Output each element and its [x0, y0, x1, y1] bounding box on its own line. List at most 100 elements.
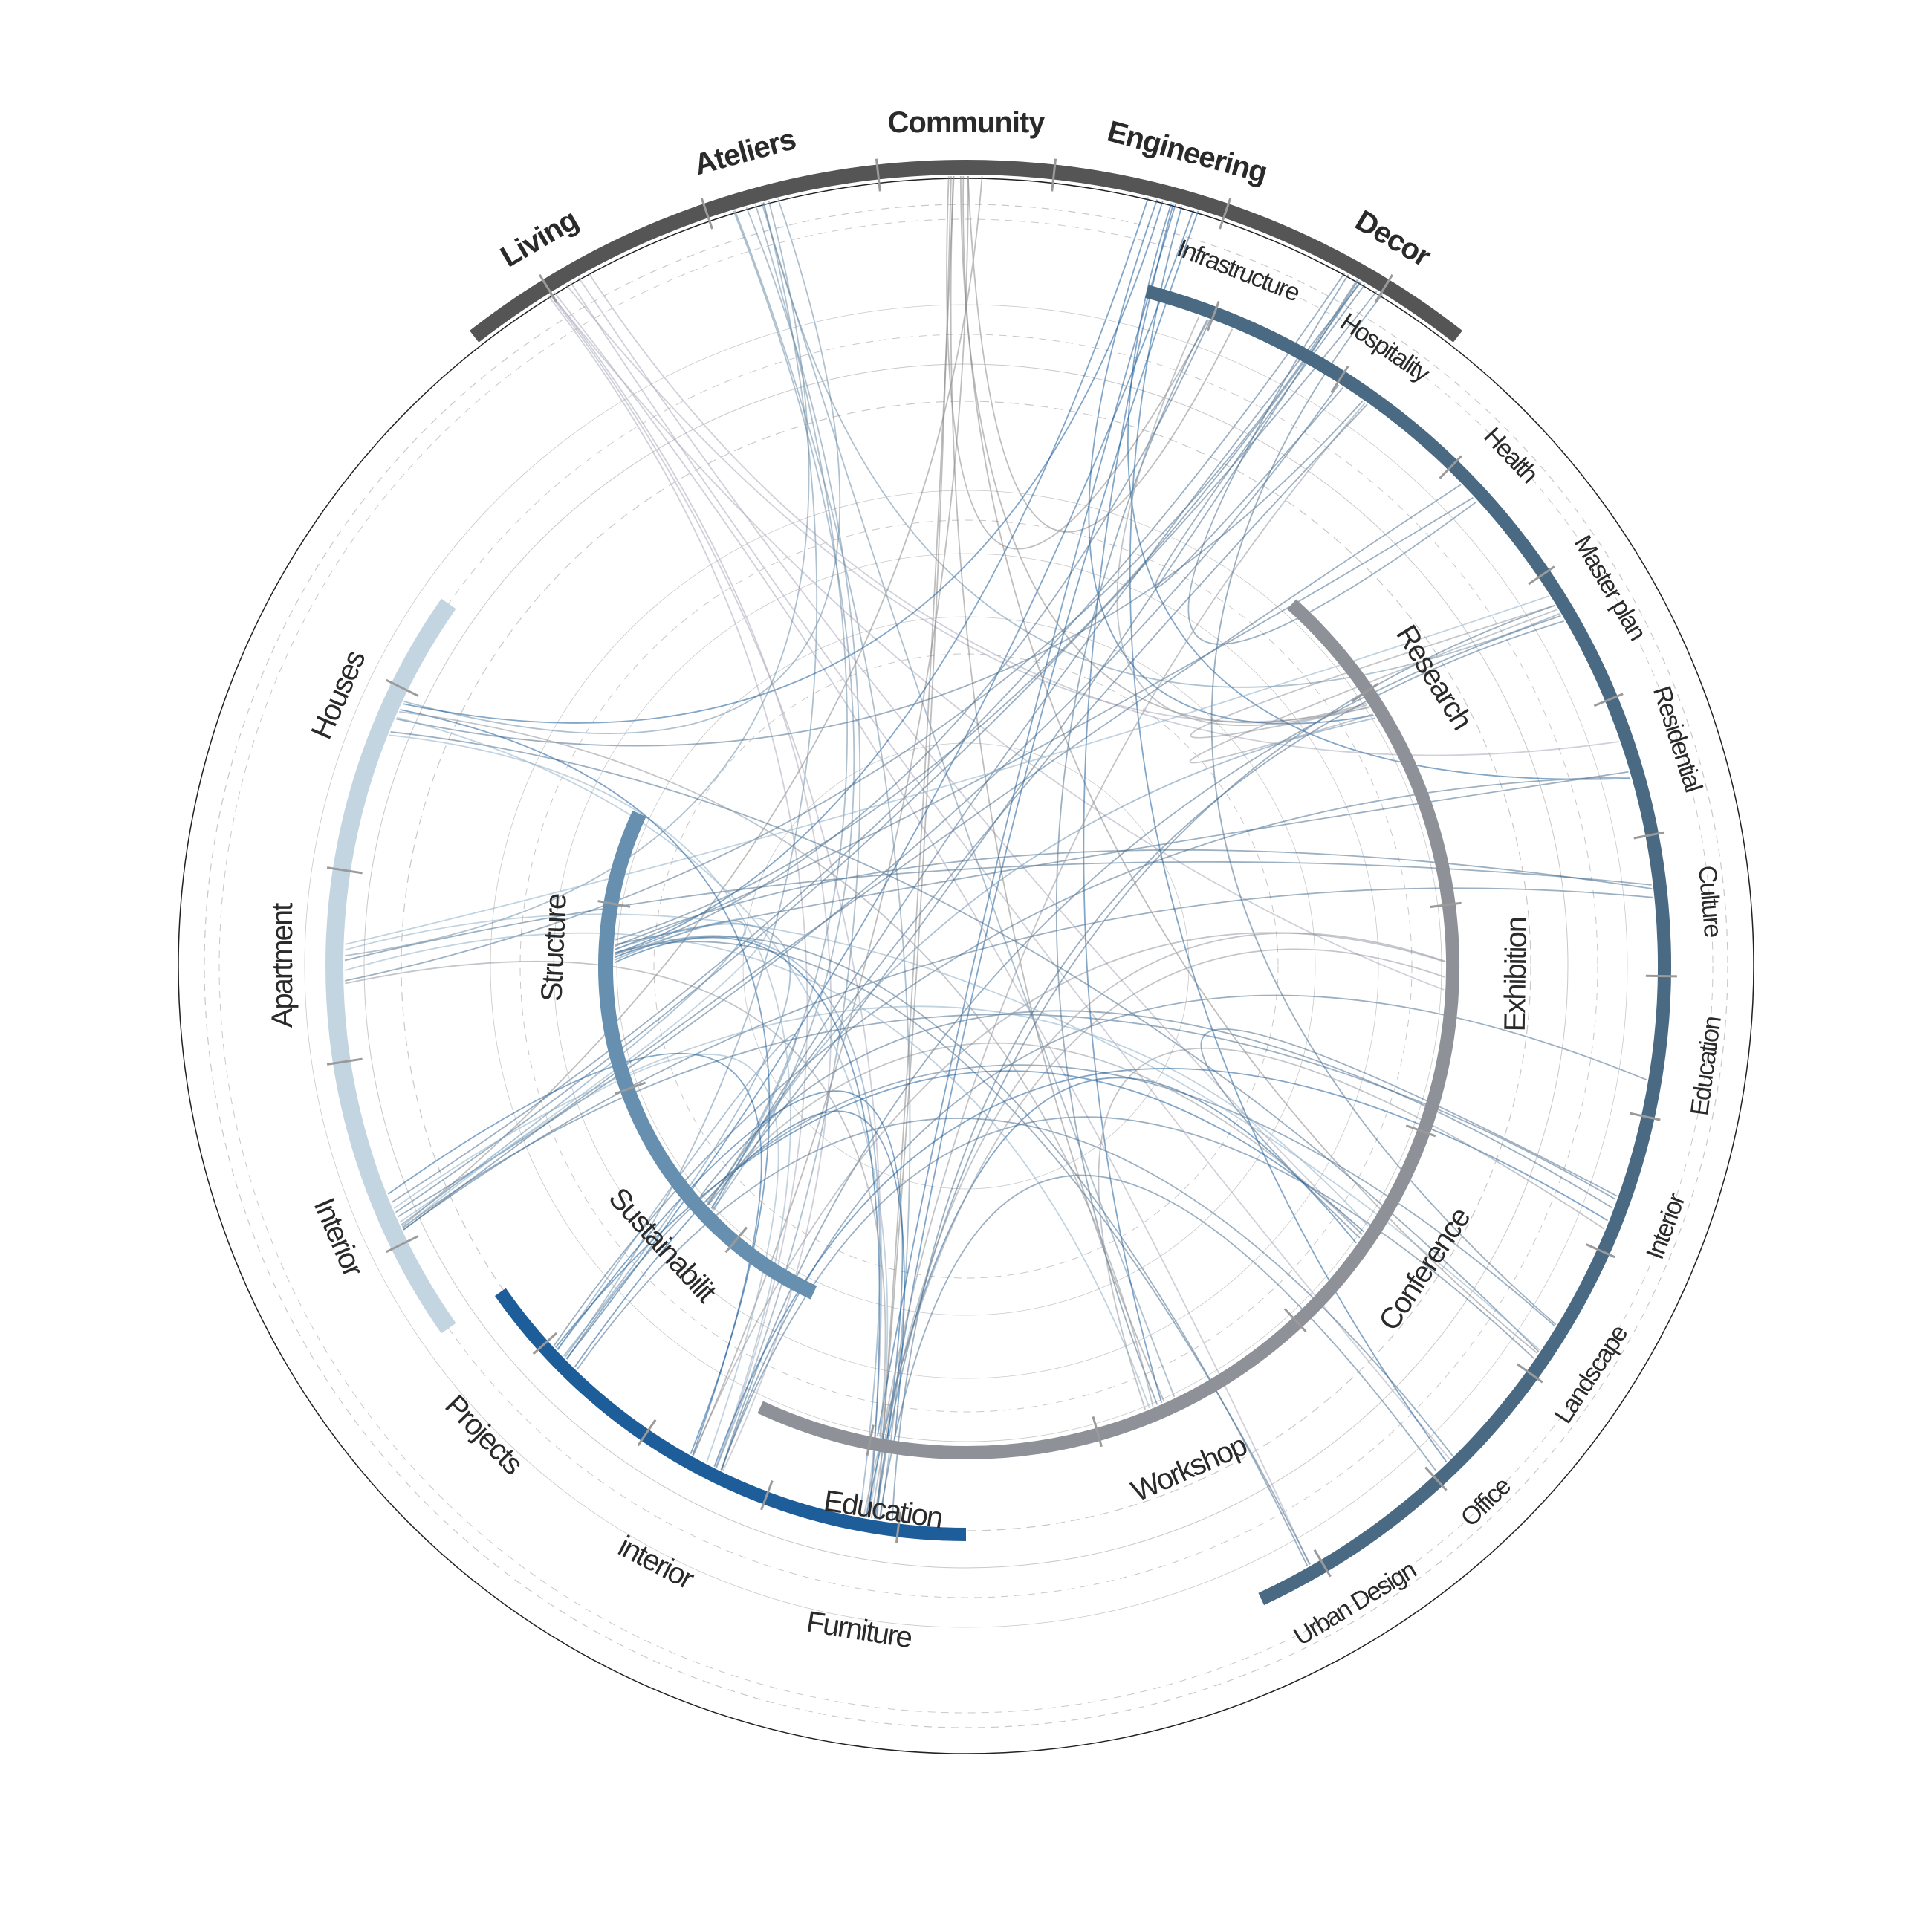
tick-left	[326, 866, 363, 875]
chord-link	[403, 198, 841, 734]
chord-link	[401, 176, 983, 1228]
chord-link	[693, 176, 969, 1456]
chord-link	[614, 936, 1309, 1566]
chord-link	[1200, 1028, 1618, 1239]
chord-link	[707, 403, 1368, 1205]
chord-link	[344, 932, 1150, 1409]
arc-bottom	[494, 1288, 967, 1541]
chord-link	[555, 1070, 1365, 1348]
chord-link	[402, 1014, 1616, 1229]
chord-link	[614, 320, 1211, 956]
label-right-6: Education	[1685, 1015, 1727, 1117]
tick-inner-right	[1092, 1416, 1103, 1448]
label-left-2: Houses	[305, 646, 372, 744]
chord-link	[716, 207, 861, 1468]
tick-top	[538, 273, 558, 303]
segment-ticks	[326, 158, 1677, 1578]
guide-circle	[490, 490, 1442, 1442]
chord-link	[549, 294, 883, 1518]
tick-left	[386, 1235, 419, 1254]
chord-link	[400, 709, 771, 1454]
chord-link	[704, 1042, 1363, 1235]
chord-link	[1155, 284, 1366, 589]
chord-link	[710, 282, 1362, 1209]
tick-bottom	[637, 1419, 657, 1447]
chord-link	[946, 176, 1210, 550]
chord-link	[577, 277, 1363, 1235]
arc-right	[1144, 285, 1671, 1606]
label-right-5: Culture	[1693, 864, 1727, 939]
tick-right	[1207, 301, 1220, 331]
tick-right	[1586, 1243, 1615, 1259]
tick-inner-left	[724, 1226, 748, 1254]
guide-circle	[363, 363, 1569, 1569]
label-bottom-2: Projects	[438, 1389, 529, 1481]
guide-circle	[204, 204, 1728, 1728]
chord-link	[762, 202, 1560, 688]
chord-link	[553, 291, 1310, 1566]
tick-right	[1424, 1466, 1448, 1491]
tick-inner-right	[1351, 682, 1379, 703]
guide-circle	[553, 553, 1379, 1379]
tick-right	[1593, 693, 1624, 707]
chord-link	[1127, 203, 1631, 780]
guide-circle	[653, 653, 1279, 1279]
guide-circle	[742, 742, 1190, 1190]
chord-link	[967, 175, 1234, 533]
guide-circle	[218, 218, 1714, 1714]
chord-link	[402, 201, 1164, 724]
chord-link	[345, 913, 1540, 1351]
chord-link	[557, 1090, 904, 1439]
label-left-1: Apartment	[266, 903, 299, 1028]
chord-link	[550, 293, 832, 1471]
tick-inner-right	[1283, 1308, 1307, 1333]
chord-link	[950, 176, 1165, 1402]
label-inner-right-3: Workshop	[1127, 1429, 1251, 1508]
chord-link	[711, 717, 1375, 1210]
tick-right	[1313, 1549, 1332, 1578]
tick-inner-right	[1405, 1124, 1436, 1138]
chord-link	[390, 731, 1540, 1352]
tick-bottom	[760, 1480, 774, 1511]
chord-link	[557, 1034, 797, 1350]
chord-link	[876, 204, 1176, 1437]
tick-right	[1633, 831, 1665, 840]
tick-right	[1629, 1112, 1661, 1121]
tick-right	[1330, 366, 1349, 394]
chord-link	[734, 210, 911, 1520]
chord-link	[615, 849, 1653, 947]
chord-link	[574, 1110, 905, 1439]
arc-inner-right	[757, 599, 1459, 1459]
tick-top	[875, 158, 881, 192]
label-bottom-1: interior	[613, 1530, 699, 1596]
chord-link	[720, 1116, 1534, 1471]
chord-link	[863, 948, 1445, 1517]
tick-left	[386, 678, 419, 697]
chord-link	[565, 209, 1195, 1360]
chord-link	[387, 1052, 762, 1456]
chord-link	[1129, 206, 1448, 1462]
tick-left	[326, 1057, 363, 1066]
chord-link	[891, 620, 1564, 1522]
chord-links	[344, 175, 1653, 1566]
label-inner-right-0: Research	[1390, 620, 1478, 735]
label-bottom-0: Furniture	[804, 1605, 914, 1654]
outer-circle	[178, 178, 1754, 1754]
chord-link	[881, 402, 1366, 1438]
tick-top	[700, 198, 713, 230]
chord-link	[587, 272, 1619, 756]
guide-circle	[304, 304, 1628, 1628]
tick-top	[1374, 273, 1394, 303]
tick-top	[1051, 158, 1057, 192]
label-top-0: Living	[495, 204, 583, 274]
chord-link	[1189, 609, 1557, 764]
chord-link	[395, 401, 1364, 747]
chord-link	[395, 291, 1378, 1213]
chord-link	[876, 176, 955, 1520]
segment-arcs	[325, 160, 1671, 1606]
chord-link	[761, 202, 1176, 1398]
chord-link	[396, 716, 889, 1518]
tick-right	[1439, 455, 1462, 479]
